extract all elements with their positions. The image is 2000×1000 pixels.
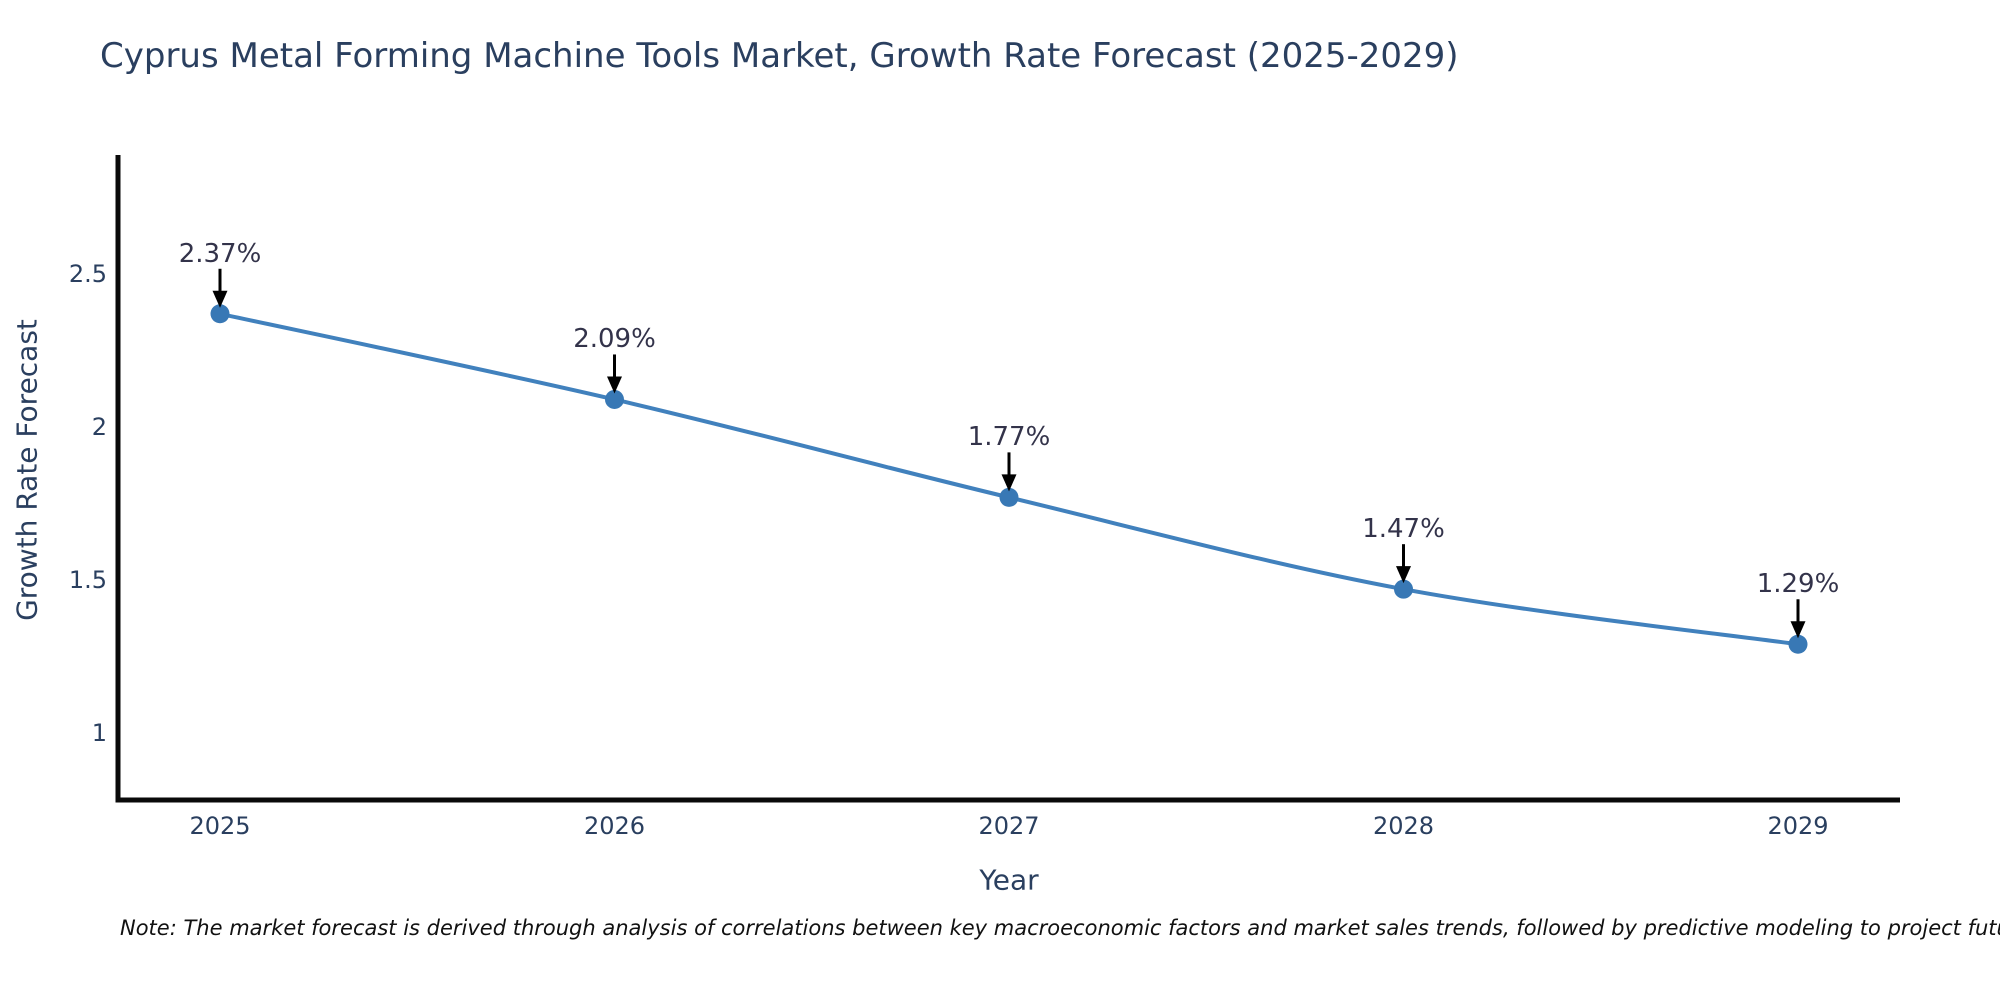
- data-point-marker: [605, 389, 624, 409]
- data-point-marker: [210, 304, 230, 324]
- chart-title: Cyprus Metal Forming Machine Tools Marke…: [100, 36, 1459, 76]
- annotation-arrow-head: [212, 290, 228, 308]
- x-tick-label: 2027: [978, 812, 1040, 840]
- x-axis-label: Year: [979, 863, 1039, 897]
- annotation-arrow-head: [1001, 474, 1017, 492]
- data-point-annotation: 2.37%: [178, 238, 262, 269]
- y-tick-label: 2.5: [68, 260, 107, 288]
- data-point-marker: [999, 487, 1019, 507]
- data-point-annotation: 1.47%: [1362, 514, 1445, 545]
- y-tick-label: 1.5: [68, 566, 107, 594]
- footnote: Note: The market forecast is derived thr…: [120, 916, 2000, 940]
- annotation-arrow-head: [1790, 621, 1806, 639]
- annotation-arrow-head: [1396, 566, 1411, 584]
- data-point-marker: [1788, 634, 1808, 654]
- data-point-marker: [1394, 579, 1413, 599]
- x-tick-label: 2026: [583, 812, 646, 840]
- data-point-annotation: 1.77%: [967, 422, 1051, 453]
- y-tick-label: 2: [91, 413, 107, 441]
- y-axis-label: Growth Rate Forecast: [10, 319, 44, 621]
- data-point-annotation: 1.29%: [1756, 569, 1840, 600]
- annotation-arrow-head: [607, 376, 622, 394]
- x-tick-label: 2028: [1372, 812, 1435, 840]
- data-point-annotation: 2.09%: [573, 324, 656, 355]
- x-tick-label: 2025: [189, 812, 251, 840]
- x-tick-label: 2029: [1767, 812, 1829, 840]
- y-tick-label: 1: [91, 719, 107, 747]
